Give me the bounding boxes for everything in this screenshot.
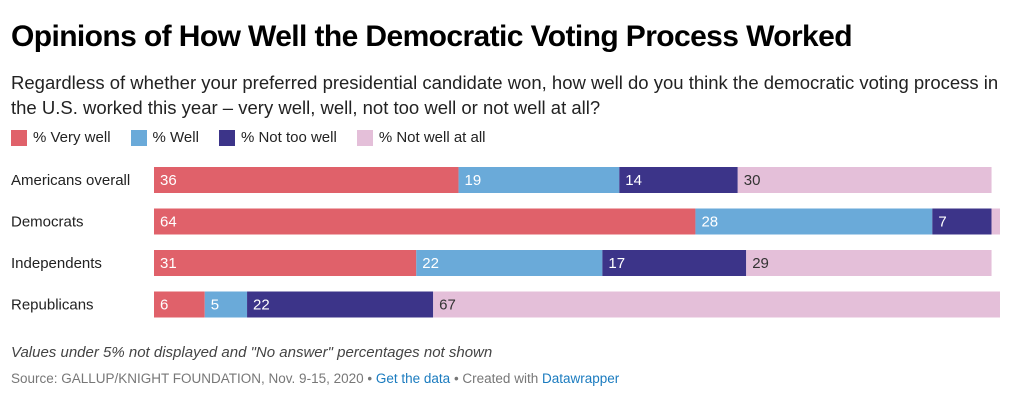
created-with-text: • Created with [453, 371, 539, 386]
data-label-independents-not-well-at-all: 29 [752, 255, 769, 272]
data-label-republicans-well: 5 [211, 297, 219, 314]
row-label-republicans: Republicans [11, 297, 94, 314]
legend-item-very-well: % Very well [11, 129, 111, 146]
data-label-republicans-not-well-at-all: 67 [439, 297, 456, 314]
data-label-americans-overall-not-well-at-all: 30 [744, 172, 761, 189]
data-label-americans-overall-not-too-well: 14 [625, 172, 642, 189]
bar-americans-overall-well [458, 167, 620, 193]
get-data-link[interactable]: Get the data [375, 371, 451, 386]
bar-independents-not-too-well [602, 250, 747, 276]
legend-label-very-well: % Very well [33, 129, 111, 146]
legend-swatch-not-too-well [218, 129, 235, 146]
source-text: Source: GALLUP/KNIGHT FOUNDATION, Nov. 9… [11, 371, 373, 386]
datawrapper-link[interactable]: Datawrapper [541, 371, 620, 386]
data-label-americans-overall-well: 19 [465, 172, 482, 189]
legend-label-not-well-at-all: % Not well at all [378, 129, 486, 146]
data-label-republicans-not-too-well: 22 [253, 297, 270, 314]
bar-republicans-well [204, 291, 248, 318]
legend-item-well: % Well [130, 129, 199, 146]
chart-source: Source: GALLUP/KNIGHT FOUNDATION, Nov. 9… [11, 371, 619, 386]
data-label-independents-not-too-well: 17 [608, 255, 625, 272]
bar-americans-overall-not-well-at-all [737, 167, 992, 193]
legend-item-not-too-well: % Not too well [218, 129, 337, 146]
legend-label-not-too-well: % Not too well [240, 129, 337, 146]
data-label-democrats-very-well: 64 [160, 214, 177, 231]
bar-republicans-very-well [154, 291, 205, 318]
data-label-democrats-not-too-well: 7 [938, 214, 946, 231]
chart-note: Values under 5% not displayed and "No an… [11, 344, 493, 361]
legend-label-well: % Well [152, 129, 199, 146]
data-label-americans-overall-very-well: 36 [160, 172, 177, 189]
row-label-democrats: Democrats [11, 214, 84, 231]
bar-democrats-very-well [154, 208, 696, 235]
data-label-independents-well: 22 [422, 255, 439, 272]
legend: % Very well % Well % Not too well % Not … [11, 129, 486, 146]
bar-independents-well [416, 250, 603, 276]
data-label-republicans-very-well: 6 [160, 297, 168, 314]
row-label-independents: Independents [11, 255, 102, 272]
row-label-americans-overall: Americans overall [11, 172, 130, 189]
legend-swatch-very-well [11, 129, 27, 146]
data-label-democrats-well: 28 [701, 214, 718, 231]
bar-independents-not-well-at-all [746, 250, 992, 276]
stacked-bar-chart: Americans overall 36 19 14 30 Democrats 64 28 7 I… [11, 167, 1000, 318]
legend-swatch-well [130, 129, 147, 146]
chart-title: Opinions of How Well the Democratic Voti… [11, 20, 853, 53]
bar-republicans-not-well-at-all [433, 291, 1000, 318]
data-label-independents-very-well: 31 [160, 255, 177, 272]
bar-democrats-not-too-well [932, 208, 992, 235]
legend-item-not-well-at-all: % Not well at all [356, 129, 486, 146]
bar-independents-very-well [154, 250, 417, 276]
bar-americans-overall-not-too-well [619, 167, 738, 193]
bar-democrats-well [695, 208, 933, 235]
bar-americans-overall-very-well [154, 167, 459, 193]
legend-swatch-not-well-at-all [356, 129, 373, 146]
bar-republicans-not-too-well [247, 291, 434, 318]
chart-subtitle: Regardless of whether your preferred pre… [11, 72, 999, 118]
bar-democrats-not-well-at-all [991, 208, 1000, 235]
